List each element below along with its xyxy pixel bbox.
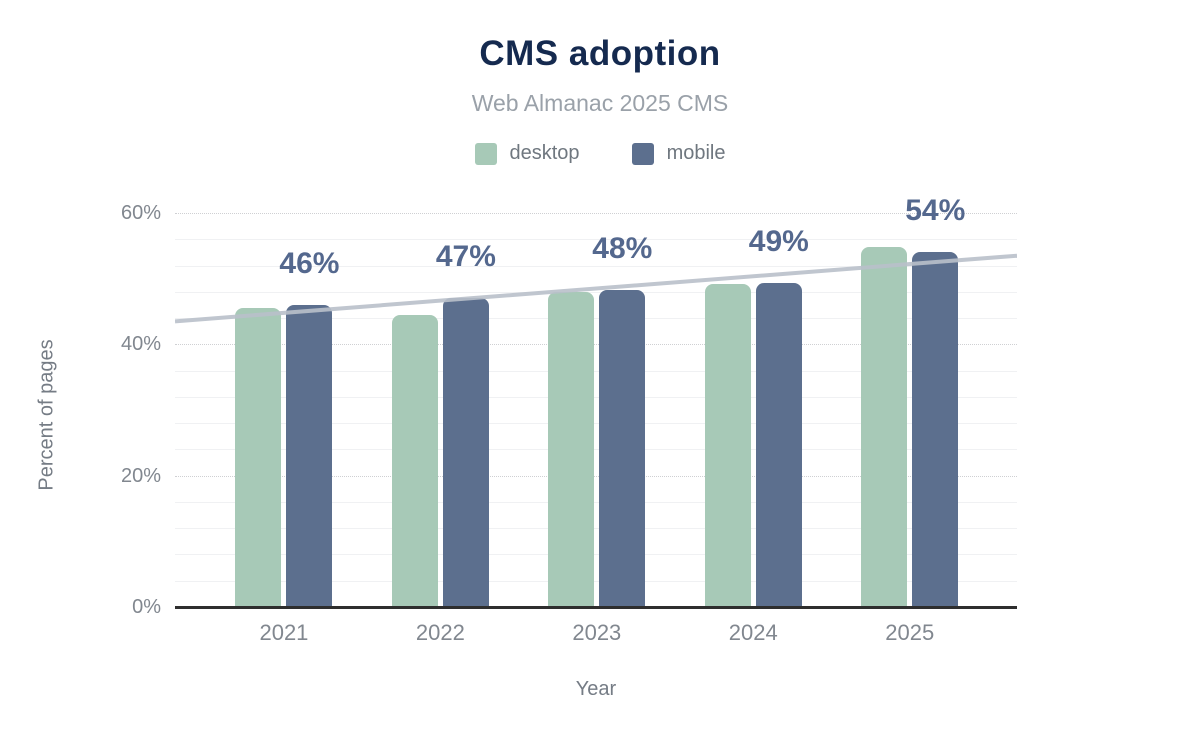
bar-desktop-2025 xyxy=(861,247,908,607)
x-tick-label-2021: 2021 xyxy=(259,620,309,645)
mobile-legend-label: mobile xyxy=(666,142,726,164)
minor-gridline-28pct xyxy=(175,423,1017,425)
plot-area: 0% 20% 40% 60% 46% 2021 47% 2022 48% 2023 49% 2024 5… xyxy=(121,194,1017,645)
desktop-legend-swatch xyxy=(474,142,497,165)
chart-title: CMS adoption xyxy=(479,34,721,73)
minor-gridline-16pct xyxy=(175,501,1017,503)
x-tick-label-2023: 2023 xyxy=(572,620,622,645)
major-gridline-40pct xyxy=(175,344,1017,346)
minor-gridline-8pct xyxy=(175,554,1017,556)
y-tick-label-40: 40% xyxy=(120,333,161,356)
minor-gridline-32pct xyxy=(175,396,1017,398)
y-tick-label-0: 0% xyxy=(132,596,161,618)
minor-gridline-36pct xyxy=(175,370,1017,372)
bar-desktop-2021 xyxy=(235,308,282,607)
minor-gridline-12pct xyxy=(175,528,1017,530)
legend-item-desktop: desktop xyxy=(474,142,580,165)
chart-subtitle: Web Almanac 2025 CMS xyxy=(471,90,729,116)
data-label-2024: 49% xyxy=(748,224,809,258)
y-axis-title: Percent of pages xyxy=(35,339,58,491)
major-gridline-60pct xyxy=(175,213,1017,214)
data-label-2025: 54% xyxy=(905,194,966,228)
x-axis-title: Year xyxy=(575,678,617,700)
bar-mobile-2025 xyxy=(912,252,959,607)
x-tick-label-2025: 2025 xyxy=(885,620,935,645)
bar-desktop-2024 xyxy=(704,283,751,607)
x-tick-label-2024: 2024 xyxy=(728,620,778,645)
legend: desktop mobile xyxy=(0,142,1200,165)
data-label-2022: 47% xyxy=(435,240,496,274)
bar-mobile-2024 xyxy=(755,282,802,607)
major-gridline-20pct xyxy=(175,475,1017,477)
bar-mobile-2021 xyxy=(286,304,333,607)
minor-gridline-24pct xyxy=(175,449,1017,451)
bar-mobile-2023 xyxy=(599,289,646,607)
y-tick-label-60: 60% xyxy=(120,202,161,224)
mobile-legend-swatch xyxy=(631,142,654,165)
legend-item-mobile: mobile xyxy=(631,142,726,165)
minor-gridline-56pct xyxy=(175,239,1017,241)
bar-desktop-2023 xyxy=(548,292,595,607)
minor-gridline-4pct xyxy=(175,580,1017,582)
x-tick-label-2022: 2022 xyxy=(415,620,465,645)
x-axis-line xyxy=(175,606,1017,609)
bar-mobile-2022 xyxy=(442,298,489,607)
desktop-legend-label: desktop xyxy=(509,142,580,164)
y-tick-label-20: 20% xyxy=(120,464,161,487)
bar-desktop-2022 xyxy=(391,314,438,607)
data-label-2021: 46% xyxy=(279,246,340,280)
data-label-2023: 48% xyxy=(592,231,653,265)
